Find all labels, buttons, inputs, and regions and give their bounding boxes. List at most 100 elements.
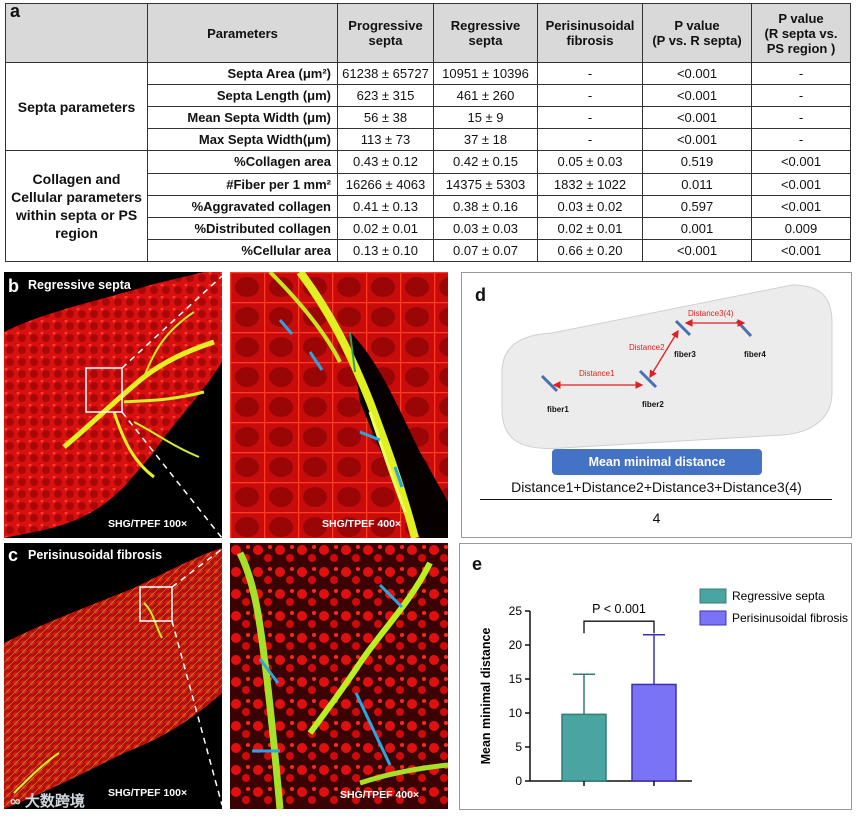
distance1-label: Distance1	[579, 369, 615, 378]
cell-prog: 0.02 ± 0.01	[337, 216, 434, 240]
cell-prog: 113 ± 73	[337, 128, 434, 152]
param-name: #Fiber per 1 mm²	[147, 172, 338, 196]
cell-prog: 61238 ± 65727	[337, 61, 434, 86]
header-progressive: Progressive septa	[337, 3, 434, 63]
cell-reg: 461 ± 260	[433, 84, 538, 108]
header-parameters: Parameters	[147, 3, 338, 63]
fiber3-mark	[674, 319, 692, 337]
magnification-label: SHG/TPEF 100×	[108, 518, 188, 530]
cell-p2: -	[751, 61, 851, 86]
watermark-logo-icon: ∞	[10, 793, 25, 810]
distance3-label: Distance3(4)	[688, 309, 734, 318]
cell-reg: 10951 ± 10396	[433, 61, 538, 86]
header-pvalue-2: P value (R septa vs. PS region )	[751, 3, 851, 63]
panel-letter-b: b	[8, 276, 19, 296]
mean-minimal-distance-label: Mean minimal distance	[552, 449, 762, 475]
header-regressive-l1: Regressive	[450, 18, 521, 33]
fiber2-label: fiber2	[642, 400, 664, 409]
tissue-image-b-right	[230, 272, 448, 538]
cell-ps: 0.05 ± 0.03	[537, 150, 643, 174]
parameters-table-panel: a Parameters Progressive septa Regressive…	[5, 2, 851, 263]
cell-p2: -	[751, 128, 851, 152]
cell-p1: <0.001	[642, 84, 752, 108]
cell-prog: 56 ± 38	[337, 106, 434, 130]
legend-swatch	[699, 588, 727, 604]
y-axis-label: Mean minimal distance	[479, 628, 493, 765]
perisinusoidal-400x-image: SHG/TPEF 400×	[230, 543, 448, 809]
cell-p1: <0.001	[642, 106, 752, 130]
header-regressive: Regressive septa	[433, 3, 538, 63]
header-ps-l1: Perisinusoidal	[545, 18, 635, 33]
table-row: %Aggravated collagen 0.41 ± 0.13 0.38 ± …	[6, 194, 851, 218]
fiber2-mark	[638, 369, 658, 389]
magnification-label: SHG/TPEF 100×	[108, 787, 188, 799]
table-row: Septa parameters Septa Area (μm²) 61238 …	[5, 61, 851, 152]
tissue-image-c-right	[230, 543, 448, 809]
cell-p1: <0.001	[642, 128, 752, 152]
formula-numerator: Distance1+Distance2+Distance3+Distance3(…	[511, 479, 802, 495]
y-tick-label: 5	[515, 740, 522, 754]
regressive-septa-400x-image: SHG/TPEF 400×	[230, 272, 448, 538]
y-tick-label: 10	[509, 706, 523, 720]
cell-ps: 0.02 ± 0.01	[537, 216, 643, 240]
header-progressive-l1: Progressive	[348, 18, 423, 33]
cell-p2: <0.001	[751, 238, 851, 263]
table-row: %Cellular area 0.13 ± 0.10 0.07 ± 0.07 0…	[6, 238, 851, 263]
cell-prog: 0.41 ± 0.13	[337, 194, 434, 218]
cell-reg: 15 ± 9	[433, 106, 538, 130]
table-row: #Fiber per 1 mm² 16266 ± 4063 14375 ± 53…	[6, 172, 851, 196]
cell-p2: 0.009	[751, 216, 851, 240]
distance2-label: Distance2	[629, 343, 665, 352]
header-ps-l2: fibrosis	[566, 33, 614, 48]
regressive-septa-100x-image: b Regressive septa SHG/TPEF 100×	[4, 272, 222, 538]
cell-p1: 0.001	[642, 216, 752, 240]
header-p2-l2: (R septa vs.	[764, 25, 838, 41]
legend-swatch	[699, 610, 727, 626]
cell-reg: 0.38 ± 0.16	[433, 194, 538, 218]
cell-p2: <0.001	[751, 194, 851, 218]
watermark: ∞ 大数跨境	[10, 790, 85, 811]
tissue-image-c-left	[4, 548, 222, 809]
param-name: Mean Septa Width (μm)	[147, 106, 338, 130]
param-name: %Distributed collagen	[147, 216, 338, 240]
panel-letter-e: e	[472, 554, 483, 574]
y-tick-label: 25	[509, 604, 523, 618]
cell-p1: <0.001	[642, 61, 752, 86]
header-regressive-l2: septa	[468, 33, 503, 48]
tissue-image-b-left	[4, 272, 222, 538]
cell-p2: <0.001	[751, 150, 851, 174]
regressive-septa-label: Regressive septa	[28, 278, 131, 292]
cell-ps: 0.03 ± 0.02	[537, 194, 643, 218]
y-tick-label: 20	[509, 638, 523, 652]
header-pvalue-1: P value (P vs. R septa)	[642, 3, 752, 63]
cell-p1: 0.011	[642, 172, 752, 196]
cell-ps: -	[537, 128, 643, 152]
legend-label: Perisinusoidal fibrosis	[732, 611, 848, 625]
fiber1-label: fiber1	[547, 405, 569, 414]
param-name: %Aggravated collagen	[147, 194, 338, 218]
table-row: Mean Septa Width (μm) 56 ± 38 15 ± 9 - <…	[6, 106, 851, 130]
parameters-table: a Parameters Progressive septa Regressive…	[5, 2, 851, 263]
distance-diagram	[501, 284, 833, 450]
header-p1-l1: P value	[674, 18, 720, 33]
fiber3-label: fiber3	[674, 350, 696, 359]
param-name: %Collagen area	[147, 150, 338, 174]
cell-reg: 0.03 ± 0.03	[433, 216, 538, 240]
p-value-annotation: P < 0.001	[592, 602, 646, 616]
y-tick-label: 15	[509, 672, 523, 686]
panel-letter-d: d	[475, 285, 486, 305]
cell-ps: 1832 ± 1022	[537, 172, 643, 196]
param-name: %Cellular area	[147, 238, 338, 263]
group-label-septa: Septa parameters	[5, 61, 148, 152]
cell-p1: <0.001	[642, 238, 752, 263]
param-name: Max Septa Width(μm)	[147, 128, 338, 152]
table-row: Collagen and Cellular parameters within …	[5, 150, 851, 262]
significance-bracket	[583, 620, 655, 634]
formula-denominator: 4	[652, 510, 661, 526]
fraction-bar	[480, 499, 832, 500]
cell-prog: 0.13 ± 0.10	[337, 238, 434, 263]
cell-p2: -	[751, 106, 851, 130]
cell-p2: <0.001	[751, 172, 851, 196]
magnification-label: SHG/TPEF 400×	[340, 789, 420, 801]
cell-prog: 0.43 ± 0.12	[337, 150, 434, 174]
